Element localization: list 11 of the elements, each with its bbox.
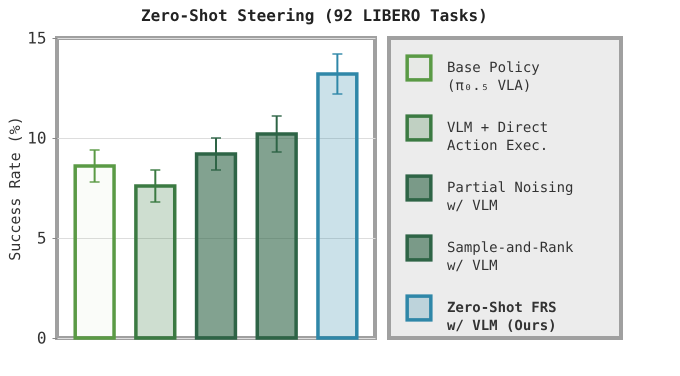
- y-tick-label: 15: [27, 28, 46, 48]
- legend-label: Partial Noising w/ VLM: [447, 180, 574, 214]
- legend-label: Sample-and-Rank w/ VLM: [447, 240, 574, 274]
- y-axis-title: Success Rate (%): [6, 116, 24, 261]
- y-tick-label: 10: [27, 128, 46, 148]
- legend-label: Zero-Shot FRS w/ VLM (Ours): [447, 300, 557, 334]
- legend-label: VLM + Direct Action Exec.: [447, 120, 548, 154]
- y-tick-label: 5: [36, 228, 46, 248]
- legend-label: Base Policy (π₀.₅ VLA): [447, 60, 540, 94]
- chart-title: Zero-Shot Steering (92 LIBERO Tasks): [140, 6, 488, 25]
- y-tick-label: 0: [36, 328, 46, 348]
